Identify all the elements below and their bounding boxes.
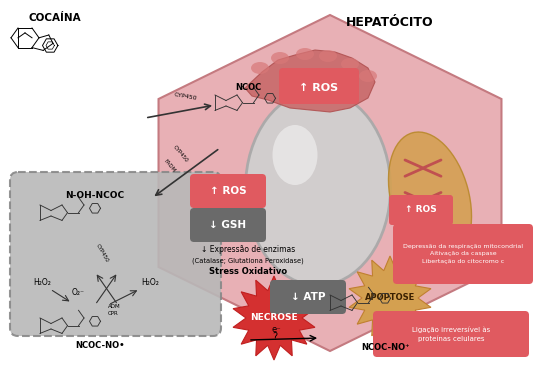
Text: ↑ ROS: ↑ ROS <box>405 205 437 215</box>
Polygon shape <box>159 15 501 351</box>
Text: Stress Oxidativo: Stress Oxidativo <box>209 267 287 276</box>
Text: Ligação irreversível às
proteínas celulares: Ligação irreversível às proteínas celula… <box>412 326 490 342</box>
FancyBboxPatch shape <box>279 68 359 104</box>
FancyBboxPatch shape <box>393 224 533 284</box>
Text: H₂O₂: H₂O₂ <box>33 278 51 287</box>
Text: CYP450: CYP450 <box>172 144 189 163</box>
Text: CPR: CPR <box>108 311 119 316</box>
Text: NCOC-NO•: NCOC-NO• <box>75 341 125 350</box>
FancyBboxPatch shape <box>373 311 529 357</box>
Ellipse shape <box>341 58 359 70</box>
Text: ↑ ROS: ↑ ROS <box>210 186 246 196</box>
Polygon shape <box>349 256 431 340</box>
Text: ↓ ATP: ↓ ATP <box>290 292 325 302</box>
Ellipse shape <box>319 50 337 62</box>
Text: N-OH-NCOC: N-OH-NCOC <box>66 192 124 200</box>
Ellipse shape <box>388 132 472 264</box>
Ellipse shape <box>272 125 318 185</box>
Text: ↓ Expressão de enzimas: ↓ Expressão de enzimas <box>201 245 295 254</box>
Ellipse shape <box>271 52 289 64</box>
Text: NCOC-NO⁺: NCOC-NO⁺ <box>361 343 409 353</box>
Ellipse shape <box>246 91 390 285</box>
Text: COCAÍNA: COCAÍNA <box>29 13 81 23</box>
FancyBboxPatch shape <box>190 174 266 208</box>
Text: ?: ? <box>272 332 277 342</box>
Text: ↓ GSH: ↓ GSH <box>209 220 247 230</box>
FancyBboxPatch shape <box>389 195 453 225</box>
Text: CYP450: CYP450 <box>173 92 197 101</box>
Text: CYP450: CYP450 <box>95 243 109 263</box>
Text: Depressão da respiração mitocondrial
Aitivação da caspase
Libertação do citocrom: Depressão da respiração mitocondrial Ait… <box>403 244 523 264</box>
Text: (Catalase; Glutationa Peroxidase): (Catalase; Glutationa Peroxidase) <box>192 258 304 265</box>
Text: HEPATÓCITO: HEPATÓCITO <box>346 15 434 28</box>
Text: H₂O₂: H₂O₂ <box>141 278 159 287</box>
Ellipse shape <box>251 62 269 74</box>
Text: e⁻: e⁻ <box>272 325 281 334</box>
FancyBboxPatch shape <box>190 208 266 242</box>
Text: O₂⁻: O₂⁻ <box>72 288 84 297</box>
Text: APOPTOSE: APOPTOSE <box>365 293 415 303</box>
Text: NCOC: NCOC <box>235 84 261 92</box>
Text: ADM: ADM <box>108 304 121 309</box>
Text: NECROSE: NECROSE <box>250 314 298 323</box>
Ellipse shape <box>296 48 314 60</box>
FancyBboxPatch shape <box>10 172 221 336</box>
Text: ↑ ROS: ↑ ROS <box>300 83 339 93</box>
Polygon shape <box>245 50 375 112</box>
Polygon shape <box>233 276 315 360</box>
FancyBboxPatch shape <box>270 280 346 314</box>
Text: FADM: FADM <box>163 158 177 173</box>
Ellipse shape <box>359 70 377 82</box>
